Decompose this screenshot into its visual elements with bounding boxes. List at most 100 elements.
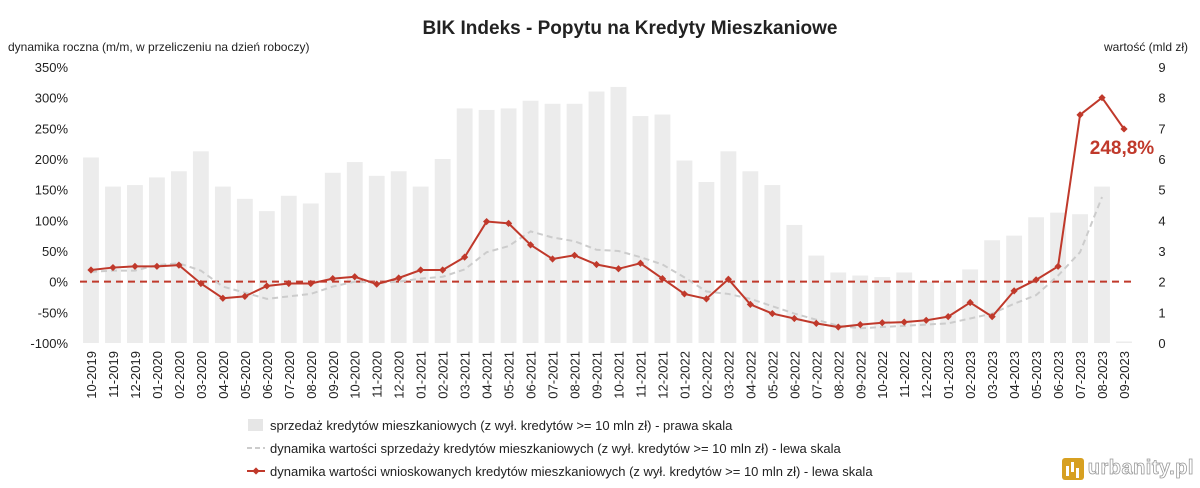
data-point (944, 313, 952, 321)
x-tick-label: 12-2022 (919, 351, 934, 399)
bar (742, 171, 759, 343)
building-bars-icon (1061, 457, 1084, 480)
left-axis-tick: 350% (35, 60, 69, 75)
x-tick-label: 09-2023 (1117, 351, 1132, 399)
data-point (658, 275, 667, 283)
bar (654, 114, 671, 344)
bar (852, 275, 869, 343)
left-axis-tick: 0% (49, 275, 68, 290)
bar (192, 151, 209, 343)
data-point (790, 314, 798, 323)
legend-label: dynamika wartości sprzedaży kredytów mie… (270, 441, 842, 456)
data-point (526, 241, 535, 249)
last-value-annotation: 248,8% (1090, 138, 1155, 159)
data-point (856, 321, 864, 329)
bar (522, 100, 539, 343)
x-tick-label: 05-2023 (1029, 351, 1044, 399)
watermark: urbanity.pl (1061, 457, 1194, 480)
bar (962, 269, 979, 343)
left-axis-tick: 50% (42, 244, 68, 259)
data-point (109, 263, 117, 272)
x-tick-label: 04-2021 (480, 351, 495, 399)
x-tick-label: 09-2022 (853, 351, 868, 399)
data-point (417, 266, 425, 274)
x-tick-label: 05-2022 (765, 351, 780, 399)
data-point (1032, 276, 1040, 284)
right-axis-tick: 0 (1158, 336, 1165, 351)
series-line-sales-dynamics (90, 196, 1103, 330)
data-point (1010, 287, 1018, 295)
x-tick-label: 04-2020 (216, 351, 231, 399)
x-tick-label: 03-2023 (985, 351, 1000, 399)
x-tick-label: 08-2020 (304, 351, 319, 399)
data-point (746, 300, 754, 308)
x-tick-label: 10-2022 (875, 351, 890, 399)
x-tick-label: 06-2023 (1051, 351, 1066, 399)
x-tick-label: 10-2020 (348, 351, 363, 399)
right-axis-title: wartość (mld zł) (1103, 40, 1188, 54)
x-tick-label: 02-2023 (963, 351, 978, 399)
x-tick-label: 09-2021 (590, 351, 605, 399)
x-tick-label: 08-2023 (1095, 351, 1110, 399)
x-tick-label: 05-2020 (238, 351, 253, 399)
x-tick-label: 04-2023 (1007, 351, 1022, 399)
x-tick-label: 01-2022 (677, 351, 692, 399)
bar (896, 272, 913, 343)
legend-swatch-bar (248, 419, 263, 431)
x-tick-label: 06-2022 (787, 351, 802, 399)
left-axis-tick: -100% (30, 336, 68, 351)
chart-title: BIK Indeks - Popytu na Kredyty Mieszkani… (423, 18, 838, 39)
data-point (1120, 125, 1128, 133)
bar (324, 172, 341, 343)
x-tick-label: 08-2021 (568, 351, 583, 399)
x-tick-label: 09-2020 (326, 351, 341, 399)
data-point (395, 274, 403, 282)
bar (566, 103, 583, 343)
bar (346, 162, 363, 343)
x-tick-label: 08-2022 (831, 351, 846, 399)
bar (830, 272, 847, 343)
bar (676, 160, 693, 343)
x-tick-label: 06-2021 (524, 351, 539, 399)
left-axis-tick: 250% (35, 121, 69, 136)
bar (214, 186, 231, 343)
data-point (724, 275, 732, 283)
x-tick-label: 03-2020 (194, 351, 209, 399)
x-tick-label: 10-2021 (611, 351, 626, 399)
watermark-text: urbanity.pl (1087, 457, 1194, 480)
x-tick-label: 12-2021 (655, 351, 670, 399)
right-axis-tick: 1 (1158, 305, 1165, 320)
x-tick-label: 07-2021 (546, 351, 561, 399)
legend-label: dynamika wartości wnioskowanych kredytów… (270, 464, 873, 479)
data-point (548, 255, 557, 263)
left-axis-tick: 300% (35, 91, 69, 106)
bar (280, 195, 297, 343)
data-point (878, 319, 886, 327)
data-point (922, 316, 930, 324)
bar (588, 91, 605, 344)
left-axis-tick: 150% (35, 183, 69, 198)
bar (390, 171, 407, 343)
bar (83, 157, 99, 343)
right-axis-tick: 6 (1158, 152, 1165, 167)
x-tick-label: 05-2021 (502, 351, 517, 399)
left-axis-tick: -50% (38, 305, 69, 320)
x-tick-label: 11-2019 (106, 351, 121, 398)
data-point (461, 253, 469, 261)
x-tick-label: 07-2020 (282, 351, 297, 399)
data-point (219, 294, 227, 302)
x-tick-label: 01-2021 (414, 351, 429, 399)
bar (1094, 186, 1110, 343)
data-point (614, 265, 623, 273)
data-point (263, 282, 271, 290)
data-point (900, 318, 908, 326)
x-tick-label: 02-2021 (436, 351, 451, 399)
data-point (197, 279, 205, 288)
data-point (175, 261, 183, 269)
x-tick-label: 02-2020 (172, 351, 187, 399)
bar (786, 224, 803, 343)
bar (874, 277, 891, 343)
bar (764, 185, 781, 343)
data-point (592, 260, 601, 269)
data-point (307, 279, 315, 288)
